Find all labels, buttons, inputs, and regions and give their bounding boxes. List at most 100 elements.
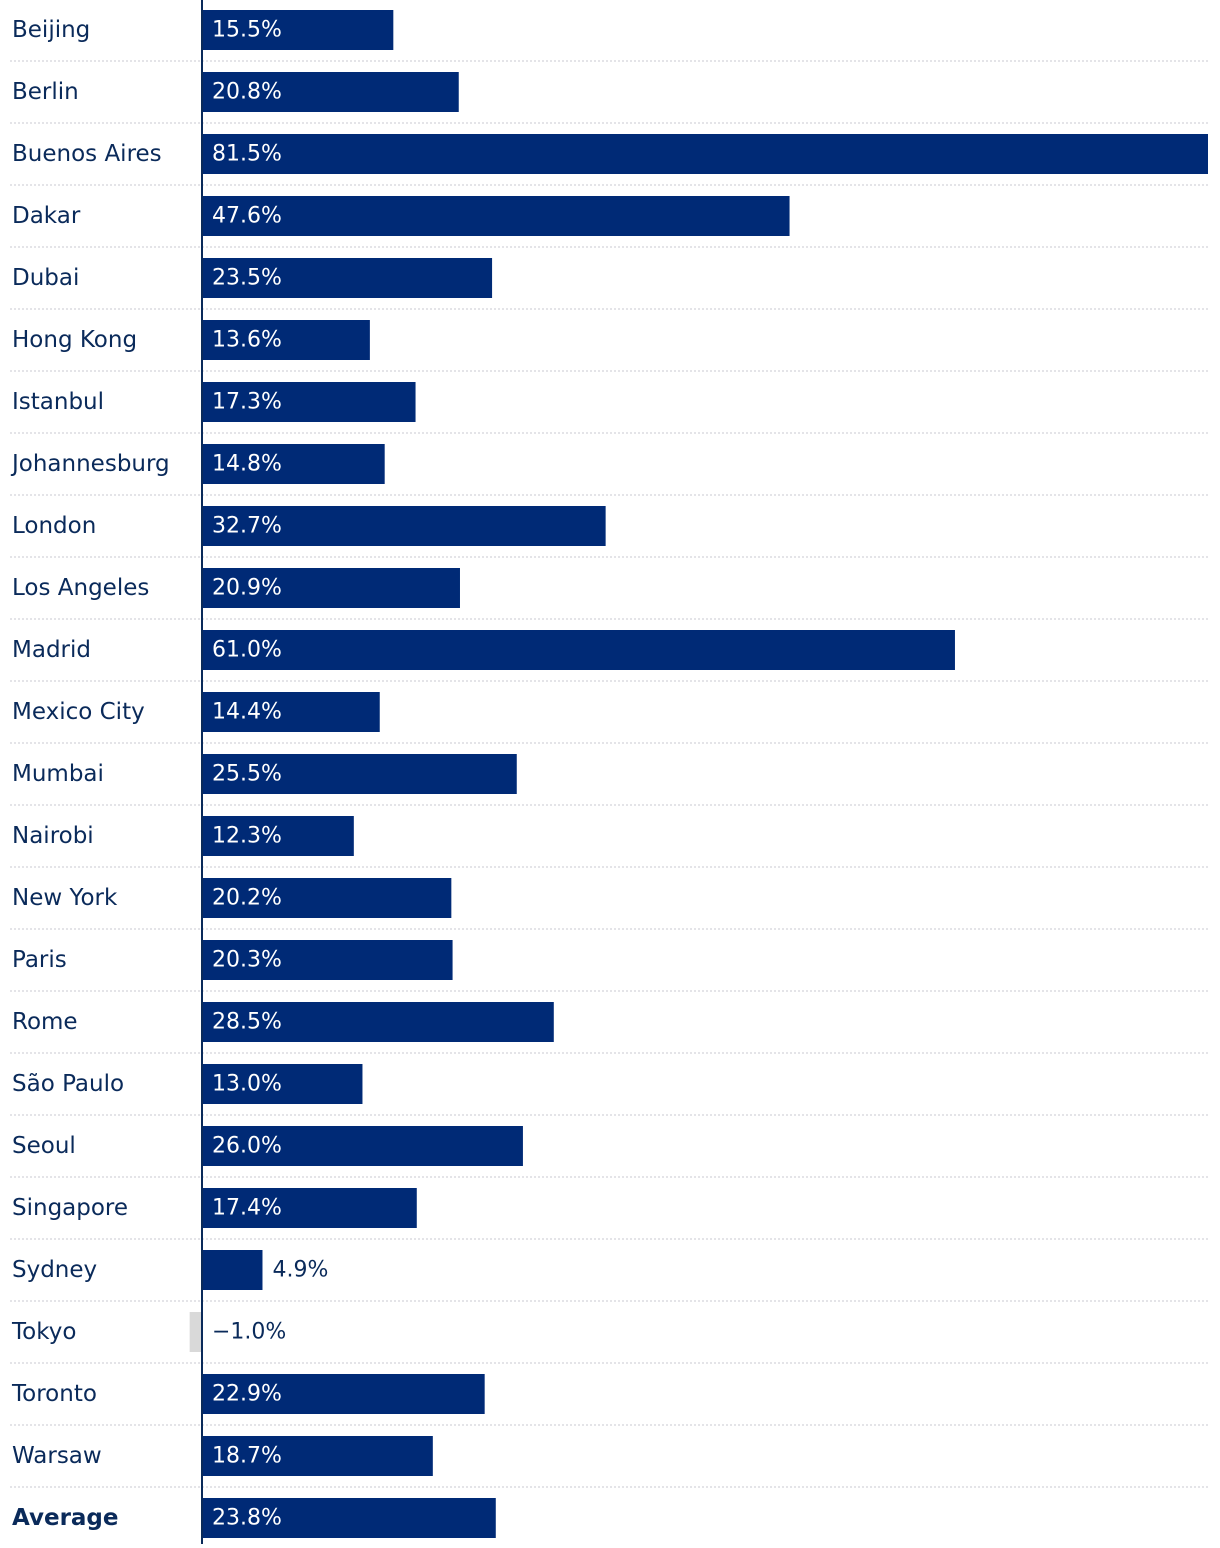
- row-mumbai: Mumbai 25.5%: [10, 754, 1208, 806]
- value-label-hong-kong: 13.6%: [212, 328, 282, 353]
- category-label-beijing: Beijing: [12, 17, 90, 43]
- category-label-johannesburg: Johannesburg: [10, 451, 170, 477]
- value-label-warsaw: 18.7%: [212, 1444, 282, 1469]
- value-label-seoul: 26.0%: [212, 1134, 282, 1159]
- value-label-buenos-aires: 81.5%: [212, 142, 282, 167]
- category-label-nairobi: Nairobi: [12, 823, 94, 849]
- bar-nairobi: [202, 816, 354, 856]
- row-new-york: New York 20.2%: [10, 878, 1208, 930]
- row-mexico-city: Mexico City 14.4%: [10, 692, 1208, 744]
- bar-sydney: [202, 1250, 263, 1290]
- row-dakar: Dakar 47.6%: [10, 196, 1208, 248]
- category-label-berlin: Berlin: [12, 79, 79, 105]
- row-hong-kong: Hong Kong 13.6%: [10, 320, 1208, 372]
- value-label-paris: 20.3%: [212, 948, 282, 973]
- category-label-buenos-aires: Buenos Aires: [12, 141, 162, 167]
- row-los-angeles: Los Angeles 20.9%: [10, 568, 1208, 620]
- bar-singapore: [202, 1188, 417, 1228]
- value-label-dakar: 47.6%: [212, 204, 282, 229]
- bar-rome: [202, 1002, 554, 1042]
- value-label-johannesburg: 14.8%: [212, 452, 282, 477]
- category-label-dubai: Dubai: [12, 265, 79, 291]
- value-label-beijing: 15.5%: [212, 18, 282, 43]
- row-buenos-aires: Buenos Aires 81.5%: [10, 134, 1208, 186]
- bar-sao-paulo: [202, 1064, 363, 1104]
- row-london: London 32.7%: [10, 506, 1208, 558]
- bar-mexico-city: [202, 692, 380, 732]
- value-label-sao-paulo: 13.0%: [212, 1072, 282, 1097]
- category-label-average: Average: [12, 1505, 119, 1531]
- bar-warsaw: [202, 1436, 433, 1476]
- category-label-los-angeles: Los Angeles: [12, 575, 149, 601]
- value-label-london: 32.7%: [212, 514, 282, 539]
- category-label-sydney: Sydney: [12, 1257, 97, 1283]
- bar-dubai: [202, 258, 493, 298]
- row-sao-paulo: São Paulo 13.0%: [10, 1064, 1208, 1116]
- row-berlin: Berlin 20.8%: [10, 72, 1208, 124]
- row-nairobi: Nairobi 12.3%: [10, 816, 1208, 868]
- row-madrid: Madrid 61.0%: [10, 630, 1208, 682]
- row-toronto: Toronto 22.9%: [10, 1374, 1208, 1426]
- value-label-tokyo: −1.0%: [212, 1320, 286, 1345]
- category-label-sao-paulo: São Paulo: [12, 1071, 124, 1097]
- bar-london: [202, 506, 606, 546]
- row-istanbul: Istanbul 17.3%: [10, 382, 1208, 434]
- bar-toronto: [202, 1374, 485, 1414]
- category-label-madrid: Madrid: [12, 637, 91, 663]
- category-label-istanbul: Istanbul: [12, 389, 104, 415]
- row-sydney: Sydney 4.9%: [10, 1250, 1208, 1302]
- category-label-warsaw: Warsaw: [12, 1443, 102, 1469]
- value-label-singapore: 17.4%: [212, 1196, 282, 1221]
- bar-buenos-aires: [202, 134, 1208, 174]
- value-label-dubai: 23.5%: [212, 266, 282, 291]
- row-beijing: Beijing 15.5%: [10, 10, 1208, 62]
- bar-madrid: [202, 630, 955, 670]
- category-label-dakar: Dakar: [12, 203, 81, 229]
- row-rome: Rome 28.5%: [10, 1002, 1208, 1054]
- row-paris: Paris 20.3%: [10, 940, 1208, 992]
- category-label-mumbai: Mumbai: [12, 761, 104, 787]
- value-label-new-york: 20.2%: [212, 886, 282, 911]
- row-seoul: Seoul 26.0%: [10, 1126, 1208, 1178]
- category-label-seoul: Seoul: [12, 1133, 76, 1159]
- row-johannesburg: Johannesburg 14.8%: [10, 444, 1208, 496]
- category-label-rome: Rome: [12, 1009, 78, 1035]
- category-label-tokyo: Tokyo: [11, 1319, 76, 1345]
- bar-tokyo: [189, 1312, 202, 1352]
- value-label-mumbai: 25.5%: [212, 762, 282, 787]
- row-warsaw: Warsaw 18.7%: [10, 1436, 1208, 1488]
- value-label-madrid: 61.0%: [212, 638, 282, 663]
- value-label-mexico-city: 14.4%: [212, 700, 282, 725]
- row-dubai: Dubai 23.5%: [10, 258, 1208, 310]
- row-singapore: Singapore 17.4%: [10, 1188, 1208, 1240]
- bar-beijing: [202, 10, 394, 50]
- row-average: Average 23.8%: [12, 1498, 496, 1538]
- value-label-rome: 28.5%: [212, 1010, 282, 1035]
- category-label-mexico-city: Mexico City: [12, 699, 145, 725]
- bar-istanbul: [202, 382, 416, 422]
- category-label-london: London: [12, 513, 96, 539]
- category-label-new-york: New York: [12, 885, 118, 911]
- category-label-singapore: Singapore: [12, 1195, 128, 1221]
- value-label-average: 23.8%: [212, 1506, 282, 1531]
- category-label-toronto: Toronto: [11, 1381, 97, 1407]
- value-label-toronto: 22.9%: [212, 1382, 282, 1407]
- value-label-los-angeles: 20.9%: [212, 576, 282, 601]
- bar-seoul: [202, 1126, 523, 1166]
- bar-los-angeles: [202, 568, 460, 608]
- bar-berlin: [202, 72, 459, 112]
- value-label-nairobi: 12.3%: [212, 824, 282, 849]
- value-label-sydney: 4.9%: [272, 1258, 328, 1283]
- bar-hong-kong: [202, 320, 370, 360]
- chart-rows: Beijing 15.5% Berlin 20.8% Buenos Aires 81.5%…: [10, 10, 1208, 1538]
- bar-johannesburg: [202, 444, 385, 484]
- bar-average: [202, 1498, 496, 1538]
- bar-paris: [202, 940, 453, 980]
- bar-mumbai: [202, 754, 517, 794]
- bar-dakar: [202, 196, 790, 236]
- value-label-istanbul: 17.3%: [212, 390, 282, 415]
- value-label-berlin: 20.8%: [212, 80, 282, 105]
- category-label-hong-kong: Hong Kong: [12, 327, 137, 353]
- bar-new-york: [202, 878, 452, 918]
